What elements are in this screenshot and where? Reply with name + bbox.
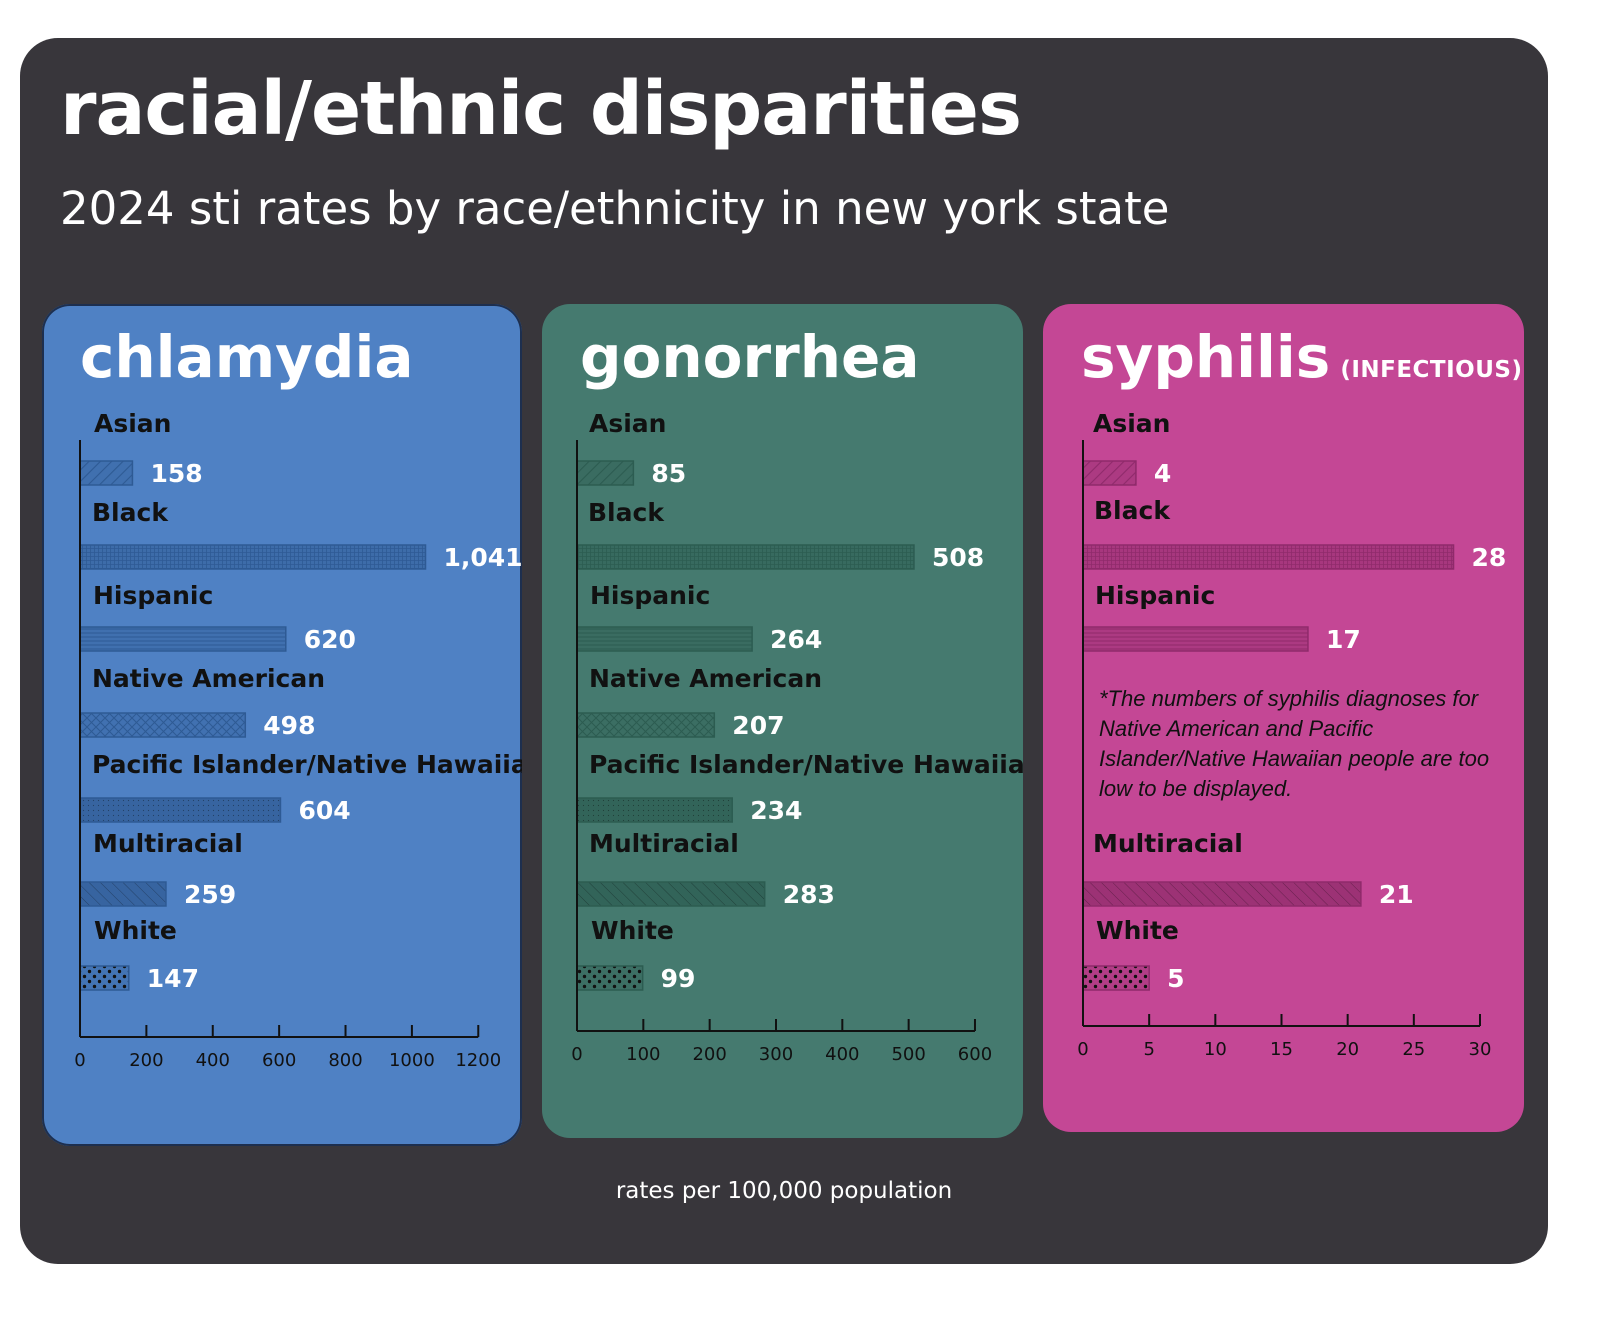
value-label-multiracial: 21 — [1379, 880, 1414, 909]
value-label-pacific-islander-native-hawaiian: 234 — [750, 796, 802, 825]
category-label-white: White — [94, 916, 177, 945]
bar-pacific-islander-native-hawaiian — [79, 797, 282, 823]
value-label-white: 5 — [1167, 964, 1184, 993]
page-title: racial/ethnic disparities — [60, 66, 1022, 152]
x-tick-label-800: 800 — [328, 1050, 362, 1071]
bar-multiracial — [576, 881, 766, 907]
category-label-multiracial: Multiracial — [1093, 829, 1243, 858]
x-tick-label-600: 600 — [262, 1050, 296, 1071]
category-label-asian: Asian — [94, 409, 171, 438]
category-label-hispanic: Hispanic — [590, 581, 710, 610]
x-tick-label-200: 200 — [692, 1044, 726, 1065]
x-tick-label-30: 30 — [1469, 1039, 1492, 1060]
chlamydia-bar-chart: Asian 158 Black 1,041 Hispanic 620 Native Amer… — [74, 409, 522, 1071]
bar-asian — [1082, 460, 1137, 486]
value-label-native-american: 498 — [263, 711, 315, 740]
value-label-asian: 4 — [1154, 459, 1171, 488]
value-label-asian: 85 — [651, 459, 686, 488]
bar-black — [576, 544, 915, 570]
value-label-multiracial: 283 — [783, 880, 835, 909]
bar-pacific-islander-native-hawaiian — [576, 797, 733, 823]
value-label-black: 28 — [1472, 543, 1507, 572]
x-tick-label-0: 0 — [1077, 1039, 1088, 1060]
bar-asian — [576, 460, 635, 486]
x-tick-label-100: 100 — [626, 1044, 660, 1065]
x-tick-label-10: 10 — [1204, 1039, 1227, 1060]
category-label-asian: Asian — [1093, 409, 1170, 438]
syphilis-bar-chart: Asian 4 Black 28 Hispanic 17 Multiracial 21 Whit… — [1077, 409, 1507, 1060]
category-label-white: White — [1096, 916, 1179, 945]
category-label-white: White — [591, 916, 674, 945]
category-label-pacific-islander-native-hawaiian: Pacific Islander/Native Hawaiian — [589, 750, 1023, 779]
x-tick-label-300: 300 — [759, 1044, 793, 1065]
syphilis-panel: syphilis (INFECTIOUS) Asian 4 Black 28 Hispan… — [1043, 304, 1524, 1132]
bar-black — [79, 544, 427, 570]
category-label-multiracial: Multiracial — [589, 829, 739, 858]
gonorrhea-panel: gonorrhea Asian 85 Black 508 Hispanic 264 Nati… — [542, 304, 1023, 1138]
chlamydia-panel: chlamydia Asian 158 Black 1,041 Hispanic 620 N… — [42, 304, 522, 1146]
x-tick-label-1200: 1200 — [455, 1050, 501, 1071]
category-label-native-american: Native American — [589, 664, 822, 693]
x-tick-label-500: 500 — [891, 1044, 925, 1065]
gonorrhea-bar-chart: Asian 85 Black 508 Hispanic 264 Native America… — [571, 409, 1023, 1065]
syphilis-title-text: syphilis — [1081, 323, 1331, 391]
value-label-asian: 158 — [150, 459, 202, 488]
x-tick-label-0: 0 — [74, 1050, 85, 1071]
bar-hispanic — [576, 626, 753, 652]
value-label-native-american: 207 — [732, 711, 784, 740]
value-label-black: 508 — [932, 543, 984, 572]
value-label-hispanic: 17 — [1326, 625, 1361, 654]
gonorrhea-title: gonorrhea — [580, 323, 920, 391]
x-tick-label-600: 600 — [958, 1044, 992, 1065]
category-label-native-american: Native American — [92, 664, 325, 693]
syphilis-title: syphilis (INFECTIOUS) — [1081, 328, 1523, 386]
x-tick-label-0: 0 — [571, 1044, 582, 1065]
x-tick-label-20: 20 — [1336, 1039, 1359, 1060]
bar-native-american — [79, 712, 247, 738]
bar-white — [576, 965, 644, 991]
category-label-black: Black — [588, 498, 665, 527]
syphilis-qualifier: (INFECTIOUS) — [1340, 357, 1523, 383]
category-label-asian: Asian — [589, 409, 666, 438]
value-label-hispanic: 264 — [770, 625, 822, 654]
category-label-hispanic: Hispanic — [93, 581, 213, 610]
value-label-white: 147 — [147, 964, 199, 993]
chlamydia-title: chlamydia — [80, 323, 414, 391]
category-label-hispanic: Hispanic — [1095, 581, 1215, 610]
bar-hispanic — [1082, 626, 1309, 652]
x-tick-label-25: 25 — [1402, 1039, 1425, 1060]
value-label-hispanic: 620 — [304, 625, 356, 654]
page-subtitle: 2024 sti rates by race/ethnicity in new … — [60, 182, 1170, 235]
bar-white — [1082, 965, 1150, 991]
value-label-pacific-islander-native-hawaiian: 604 — [298, 796, 350, 825]
x-tick-label-15: 15 — [1270, 1039, 1293, 1060]
bar-white — [79, 965, 130, 991]
category-label-black: Black — [1094, 496, 1171, 525]
x-tick-label-400: 400 — [825, 1044, 859, 1065]
value-label-white: 99 — [661, 964, 696, 993]
bar-native-american — [576, 712, 716, 738]
syphilis-footnote: *The numbers of syphilis diagnoses for N… — [1099, 686, 1490, 801]
bar-multiracial — [79, 881, 167, 907]
units-note: rates per 100,000 population — [615, 1178, 953, 1204]
x-tick-label-200: 200 — [129, 1050, 163, 1071]
bar-black — [1082, 544, 1455, 570]
value-label-black: 1,041 — [444, 543, 522, 572]
bar-hispanic — [79, 626, 287, 652]
bar-multiracial — [1082, 881, 1362, 907]
x-tick-label-5: 5 — [1143, 1039, 1154, 1060]
category-label-multiracial: Multiracial — [93, 829, 243, 858]
x-tick-label-400: 400 — [196, 1050, 230, 1071]
x-tick-label-1000: 1000 — [389, 1050, 435, 1071]
category-label-pacific-islander-native-hawaiian: Pacific Islander/Native Hawaiian — [92, 750, 522, 779]
value-label-multiracial: 259 — [184, 880, 236, 909]
category-label-black: Black — [92, 498, 169, 527]
bar-asian — [79, 460, 134, 486]
